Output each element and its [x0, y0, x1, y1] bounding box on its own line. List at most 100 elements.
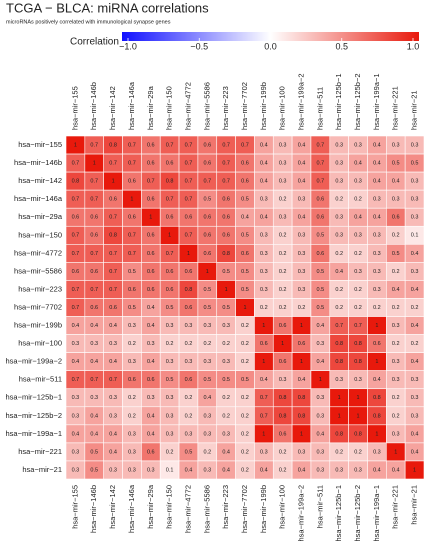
- cell-label: 0.3: [72, 449, 80, 455]
- cell-label: 0.3: [298, 449, 306, 455]
- column-label-top: hsa−mir−223: [221, 86, 230, 130]
- cell-label: 0.4: [185, 467, 193, 473]
- cell-label: 0.4: [373, 467, 381, 473]
- colorbar: [122, 32, 419, 41]
- cell-label: 0.7: [72, 377, 80, 383]
- cell-label: 0.2: [373, 305, 381, 311]
- cell-label: 0.3: [128, 431, 136, 437]
- cell-label: 0.8: [335, 341, 343, 347]
- cell-label: 1: [225, 287, 228, 293]
- cell-label: 0.5: [222, 377, 230, 383]
- cell-label: 0.5: [203, 377, 211, 383]
- cell-label: 0.5: [241, 197, 249, 203]
- cell-label: 0.4: [411, 287, 419, 293]
- cell-label: 0.7: [185, 197, 193, 203]
- cell-label: 0.3: [373, 233, 381, 239]
- cell-label: 0.8: [222, 251, 230, 257]
- cell-label: 0.2: [279, 449, 287, 455]
- cell-label: 0.5: [90, 449, 98, 455]
- cell-label: 0.2: [222, 341, 230, 347]
- cell-label: 0.2: [185, 413, 193, 419]
- cell-label: 0.4: [109, 359, 117, 365]
- cell-label: 0.3: [147, 395, 155, 401]
- cell-label: 0.2: [279, 269, 287, 275]
- row-label: hsa−mir−5586: [14, 266, 62, 275]
- cell-label: 0.3: [260, 287, 268, 293]
- cell-label: 1: [300, 431, 303, 437]
- cell-label: 0.3: [90, 395, 98, 401]
- cell-label: 0.6: [279, 431, 287, 437]
- cell-label: 0.1: [166, 467, 174, 473]
- cell-label: 0.6: [147, 142, 155, 148]
- cell-label: 0.4: [317, 323, 325, 329]
- cell-label: 0.4: [373, 377, 381, 383]
- cell-label: 0.5: [222, 305, 230, 311]
- cell-label: 0.3: [279, 142, 287, 148]
- column-label-bottom: hsa−mir−29a: [146, 484, 155, 529]
- chart-title: TCGA − BLCA: miRNA correlations: [6, 0, 209, 15]
- cell-label: 0.8: [298, 413, 306, 419]
- column-label-bottom: hsa−mir−100: [278, 485, 287, 529]
- row-label: hsa−mir−150: [18, 230, 62, 239]
- column-label-top: hsa−mir−125b−1: [334, 74, 343, 131]
- column-label-bottom: hsa−mir−199a−2: [297, 485, 306, 542]
- cell-label: 0.7: [90, 142, 98, 148]
- cell-label: 0.5: [241, 233, 249, 239]
- cell-label: 0.4: [222, 449, 230, 455]
- cell-label: 0.3: [203, 431, 211, 437]
- cell-label: 0.4: [72, 323, 80, 329]
- cell-label: 0.3: [411, 215, 419, 221]
- cell-label: 1: [262, 359, 265, 365]
- column-label-top: hsa−mir−21: [410, 90, 419, 130]
- cell-label: 0.2: [185, 341, 193, 347]
- row-label: hsa−mir−146a: [14, 194, 63, 203]
- cell-label: 0.3: [335, 233, 343, 239]
- cell-label: 0.7: [128, 142, 136, 148]
- cell-label: 0.3: [392, 197, 400, 203]
- cell-label: 1: [375, 359, 378, 365]
- cell-label: 0.3: [373, 269, 381, 275]
- cell-label: 0.7: [109, 269, 117, 275]
- cell-label: 0.6: [166, 215, 174, 221]
- cell-label: 0.3: [72, 341, 80, 347]
- cell-label: 0.2: [392, 413, 400, 419]
- column-label-bottom: hsa−mir−5586: [202, 485, 211, 533]
- cell-label: 0.4: [72, 431, 80, 437]
- column-label-top: hsa−mir−5586: [202, 82, 211, 130]
- cell-label: 0.4: [392, 179, 400, 185]
- cell-label: 1: [375, 323, 378, 329]
- cell-label: 0.4: [298, 377, 306, 383]
- cell-label: 0.2: [354, 449, 362, 455]
- cell-label: 0.7: [317, 179, 325, 185]
- cell-label: 0.6: [392, 215, 400, 221]
- cell-label: 0.2: [392, 233, 400, 239]
- cell-label: 0.3: [411, 197, 419, 203]
- cell-label: 0.5: [128, 269, 136, 275]
- cell-label: 0.7: [90, 287, 98, 293]
- cell-label: 0.4: [298, 142, 306, 148]
- cell-label: 0.7: [109, 287, 117, 293]
- cell-label: 0.5: [203, 197, 211, 203]
- cell-label: 0.6: [147, 233, 155, 239]
- cell-label: 0.3: [260, 251, 268, 257]
- column-label-bottom: hsa−mir−7702: [240, 485, 249, 533]
- cell-label: 0.3: [373, 251, 381, 257]
- cell-label: 0.4: [298, 215, 306, 221]
- cell-label: 0.6: [222, 197, 230, 203]
- cell-label: 0.6: [109, 197, 117, 203]
- column-label-top: hsa−mir−199a−1: [372, 74, 381, 131]
- cell-label: 1: [112, 179, 115, 185]
- row-label: hsa−mir−125b−2: [6, 411, 63, 420]
- cell-label: 0.4: [90, 323, 98, 329]
- column-label-top: hsa−mir−146b: [89, 82, 98, 130]
- cell-label: 0.6: [203, 161, 211, 167]
- cell-label: 0.3: [317, 395, 325, 401]
- cell-label: 0.3: [335, 161, 343, 167]
- cell-label: 0.3: [203, 467, 211, 473]
- cell-label: 1: [413, 467, 416, 473]
- row-label: hsa−mir−100: [18, 339, 62, 348]
- cell-label: 0.7: [72, 251, 80, 257]
- cell-label: 0.2: [222, 413, 230, 419]
- cell-label: 0.4: [147, 359, 155, 365]
- cell-label: 0.3: [335, 142, 343, 148]
